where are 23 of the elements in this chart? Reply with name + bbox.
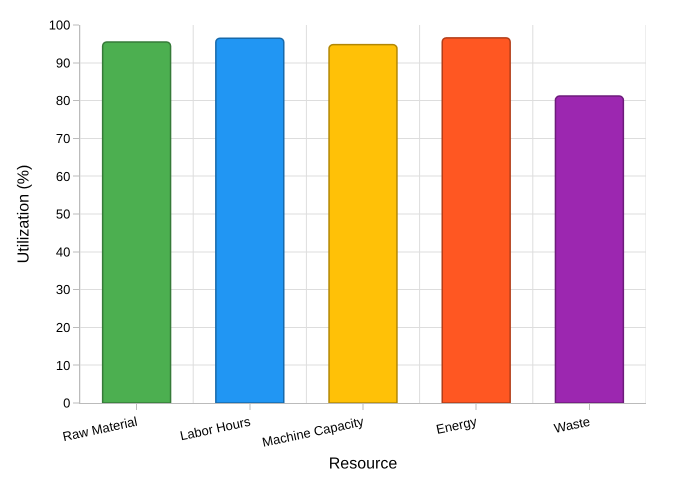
y-tick-label: 0 (63, 396, 70, 411)
bar (554, 95, 624, 403)
y-axis-title: Utilization (%) (16, 164, 33, 264)
y-tick-label: 70 (56, 130, 70, 146)
x-tick-label: Machine Capacity (260, 414, 366, 450)
x-axis-title: Resource (328, 456, 398, 473)
y-tick-label: 20 (56, 320, 70, 335)
x-tick-label: Raw Material (61, 414, 139, 444)
y-tick-label: 30 (56, 282, 70, 298)
y-tick-label: 90 (56, 55, 70, 70)
y-tick-label: 50 (56, 206, 70, 222)
bar (328, 44, 398, 403)
bar (441, 37, 511, 403)
x-tick-label: Waste (552, 414, 592, 436)
y-tick-label: 80 (56, 93, 70, 108)
y-tick-label: 60 (56, 168, 70, 184)
y-tick-label: 40 (56, 244, 70, 260)
x-tick-label: Energy (434, 414, 479, 437)
bar (215, 37, 285, 403)
x-tick-label: Labor Hours (178, 414, 252, 444)
y-tick-label: 100 (48, 18, 70, 33)
bar (102, 41, 172, 403)
y-tick-label: 10 (56, 358, 70, 373)
